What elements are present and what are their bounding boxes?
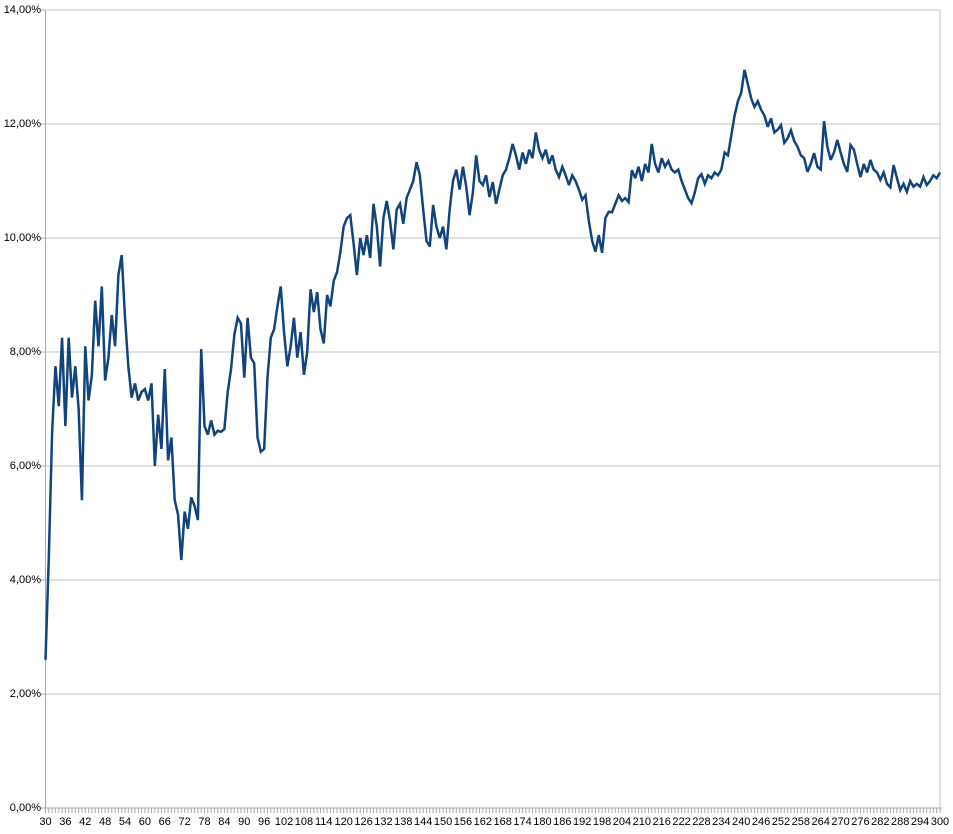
x-axis-tick-label: 186 [553, 816, 572, 828]
x-axis-tick-label: 240 [732, 816, 751, 828]
x-axis-tick-label: 120 [334, 816, 353, 828]
x-axis-tick-label: 72 [178, 816, 191, 828]
x-axis-tick-label: 282 [871, 816, 890, 828]
x-axis-tick-label: 264 [811, 816, 830, 828]
y-axis-tick-label: 2,00% [9, 687, 41, 700]
y-axis-tick-label: 12,00% [3, 117, 41, 130]
y-axis-tick-label: 14,00% [3, 3, 41, 16]
y-axis-tick-label: 6,00% [9, 459, 41, 472]
x-axis-tick-label: 258 [791, 816, 811, 828]
x-axis-tick-label: 42 [79, 816, 92, 828]
x-axis-tick-label: 210 [632, 816, 652, 828]
data-series-line [44, 69, 942, 660]
x-axis-tick-label: 276 [851, 816, 870, 828]
y-axis-tick-label: 4,00% [9, 573, 41, 586]
x-axis-tick-label: 192 [573, 816, 592, 828]
x-axis-tick-label: 252 [771, 816, 791, 828]
y-axis-tick-label: 10,00% [3, 231, 41, 244]
x-axis-tick-label: 300 [930, 816, 950, 828]
x-axis-tick-label: 48 [99, 816, 112, 828]
x-axis-tick-label: 180 [533, 816, 552, 828]
x-axis-tick-label: 150 [433, 816, 453, 828]
x-axis-tick-label: 90 [238, 816, 251, 828]
x-axis-tick-label: 60 [138, 816, 151, 828]
x-axis-tick-label: 174 [513, 816, 532, 828]
x-axis-tick-label: 144 [413, 816, 433, 828]
x-axis-tick-label: 246 [751, 816, 771, 828]
x-axis-tick-label: 168 [493, 816, 512, 828]
x-axis-tick-label: 30 [39, 816, 52, 828]
y-axis-tick-label: 8,00% [9, 345, 41, 358]
x-axis-tick-label: 96 [258, 816, 271, 828]
y-axis-tick-label: 0,00% [9, 801, 41, 814]
x-axis-tick-label: 228 [692, 816, 711, 828]
x-axis-tick-label: 36 [59, 816, 72, 828]
x-axis-tick-label: 288 [891, 816, 910, 828]
x-axis-tick-label: 294 [910, 816, 930, 828]
x-axis-tick-label: 66 [158, 816, 171, 828]
x-axis-tick-label: 222 [672, 816, 691, 828]
x-axis-tick-label: 234 [712, 816, 731, 828]
x-axis-tick-label: 216 [652, 816, 671, 828]
x-axis-tick-label: 132 [374, 816, 393, 828]
x-axis-tick-label: 270 [831, 816, 850, 828]
x-axis-tick-label: 162 [473, 816, 492, 828]
x-axis-tick-label: 156 [453, 816, 473, 828]
x-axis-tick-label: 204 [612, 816, 632, 828]
x-axis-tick-label: 198 [592, 816, 612, 828]
x-axis-tick-label: 54 [118, 816, 132, 828]
x-axis-tick-label: 114 [315, 816, 333, 828]
x-axis-tick-label: 102 [274, 816, 294, 828]
x-axis-minor-ticks [45, 808, 941, 813]
x-axis-tick-label: 78 [198, 816, 211, 828]
x-axis-tick-label: 108 [294, 816, 314, 828]
x-axis-tick-label: 126 [354, 816, 373, 828]
x-axis-tick-label: 84 [218, 816, 231, 828]
x-axis-tick-label: 138 [394, 816, 413, 828]
